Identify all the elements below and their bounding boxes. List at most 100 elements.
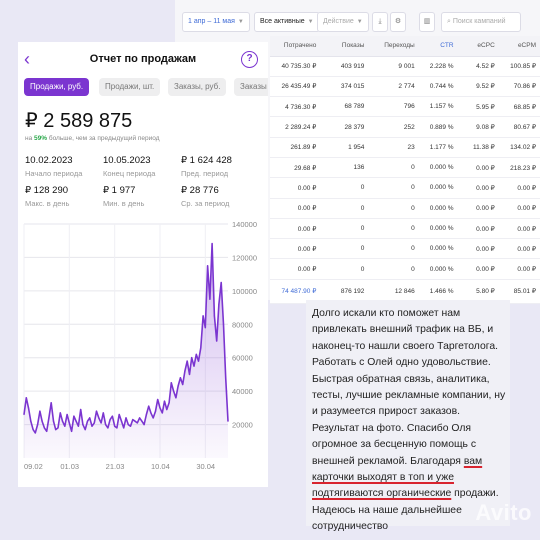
table-cell: 0.000 % — [418, 177, 458, 199]
table-cell: 374 015 — [320, 76, 369, 98]
sidebar-toggle-icon[interactable]: ▥ — [419, 12, 435, 32]
tab-sales-rub[interactable]: Продажи, руб. — [24, 78, 90, 96]
data-point — [168, 402, 170, 404]
sales-report-card: ‹ Отчет по продажам ? Продажи, руб. Прод… — [18, 42, 268, 487]
table-cell: 261.89 ₽ — [270, 137, 321, 158]
table-cell: 0 — [368, 157, 419, 179]
data-point — [116, 427, 118, 429]
table-cell: 0 — [368, 218, 419, 240]
table-cell: 0.00 ₽ — [498, 238, 540, 260]
gear-icon[interactable]: ⚙ — [390, 12, 406, 32]
table-cell: 9.52 ₽ — [457, 76, 499, 98]
table-cell: 876 192 — [320, 279, 369, 304]
x-tick-label: 09.02 — [24, 462, 43, 471]
data-point — [188, 373, 191, 375]
table-cell: 0.00 ₽ — [270, 258, 321, 280]
status-filter-select[interactable]: Все активные ▼ — [254, 12, 320, 32]
data-point — [84, 429, 86, 431]
table-cell: 0.00 ₽ — [270, 198, 321, 219]
table-cell: 0.00 ₽ — [457, 198, 499, 219]
watermark-logo: Avito — [475, 500, 532, 525]
date-range-picker[interactable]: 1 апр – 11 мая ▼ — [182, 12, 250, 32]
tab-orders[interactable]: Заказы — [234, 78, 268, 96]
table-cell: 40 735.30 ₽ — [270, 56, 321, 77]
data-point — [39, 410, 41, 412]
table-cell: 0.00 ₽ — [498, 198, 540, 219]
column-header[interactable]: Показы — [320, 36, 369, 57]
column-header[interactable]: Переходы — [368, 36, 419, 57]
column-header[interactable]: eCPM — [498, 36, 540, 57]
table-cell: 0 — [320, 218, 369, 240]
table-cell: 0 — [320, 258, 369, 280]
table-cell: 68 789 — [320, 96, 369, 118]
back-arrow-icon[interactable]: ‹ — [24, 49, 30, 69]
chevron-down-icon: ▼ — [356, 19, 363, 25]
action-select[interactable]: Действие ▼ — [317, 12, 369, 32]
help-icon[interactable]: ? — [241, 51, 258, 68]
table-cell: 0.00 ₽ — [457, 177, 499, 199]
data-point — [41, 420, 43, 422]
table-cell: 11.38 ₽ — [457, 137, 499, 158]
stat-max-per-day: ₽ 128 290 Макс. в день — [25, 185, 103, 208]
data-point — [200, 347, 202, 349]
data-point — [157, 398, 159, 401]
table-row: 4 736.30 ₽68 789 796 1.157 % 5.95 ₽68.85 ₽ — [270, 96, 540, 118]
data-point — [177, 385, 179, 387]
data-point — [213, 315, 215, 317]
data-point — [32, 429, 34, 431]
data-point — [207, 265, 209, 267]
table-cell: 4.52 ₽ — [457, 56, 499, 77]
x-tick-label: 10.04 — [151, 462, 170, 471]
table-cell: 12 846 — [368, 279, 419, 304]
stat-value: 10.05.2023 — [103, 155, 151, 166]
tab-orders-rub[interactable]: Заказы, руб. — [168, 78, 227, 96]
data-point — [197, 360, 200, 362]
data-point — [141, 420, 143, 422]
data-point — [145, 413, 147, 416]
table-cell: 1 954 — [320, 137, 369, 158]
data-point — [93, 422, 95, 424]
table-cell: 29.68 ₽ — [270, 157, 321, 179]
column-header[interactable]: Потрачено — [270, 36, 321, 57]
y-tick-label: 40000 — [232, 387, 253, 396]
report-header: ‹ Отчет по продажам ? — [18, 42, 268, 78]
campaign-search-input[interactable]: ⌕ Поиск кампаний — [441, 12, 521, 32]
table-cell: 26 435.49 ₽ — [270, 76, 321, 98]
table-cell: 9 001 — [368, 56, 419, 77]
table-total-row: 74 487.90 ₽876 192 12 846 1.466 % 5.80 ₽85.… — [270, 279, 540, 304]
sales-chart: 20000 40000 60000 80000 100000 120000 140000 09… — [18, 218, 268, 483]
table-cell: 0 — [368, 198, 419, 219]
data-point — [179, 377, 181, 379]
data-point — [132, 419, 134, 421]
status-filter-label: Все активные — [260, 18, 305, 25]
table-cell: 0.000 % — [418, 198, 458, 219]
data-point — [48, 417, 50, 419]
table-cell: 0.000 % — [418, 218, 458, 240]
table-cell: 2.228 % — [418, 56, 458, 77]
column-header[interactable]: CTR — [418, 36, 458, 57]
data-point — [225, 377, 227, 379]
table-cell: 80.67 ₽ — [498, 116, 540, 138]
data-point — [37, 424, 39, 426]
table-cell: 85.01 ₽ — [498, 279, 540, 304]
sales-area — [24, 243, 228, 458]
table-cell: 0 — [368, 177, 419, 199]
table-cell: 0.00 ₽ — [270, 238, 321, 260]
tab-sales-pcs[interactable]: Продажи, шт. — [99, 78, 161, 96]
data-point — [59, 412, 61, 414]
table-cell: 218.23 ₽ — [498, 157, 540, 179]
table-cell: 5.95 ₽ — [457, 96, 499, 118]
table-cell: 2 774 — [368, 76, 419, 98]
data-point — [216, 340, 218, 342]
data-point — [191, 357, 193, 359]
data-point — [150, 412, 152, 414]
data-point — [64, 425, 66, 427]
stat-min-per-day: ₽ 1 977 Мин. в день — [103, 185, 181, 208]
data-point — [27, 407, 30, 409]
download-icon[interactable]: ⤓ — [372, 12, 388, 32]
column-header[interactable]: eCPC — [457, 36, 499, 57]
review-text: Долго искали кто поможет нам привлекать … — [306, 300, 510, 532]
table-cell: 0.00 ₽ — [270, 177, 321, 199]
stat-period-start: 10.02.2023 Начало периода — [25, 155, 103, 178]
table-cell: 0.889 % — [418, 116, 458, 138]
